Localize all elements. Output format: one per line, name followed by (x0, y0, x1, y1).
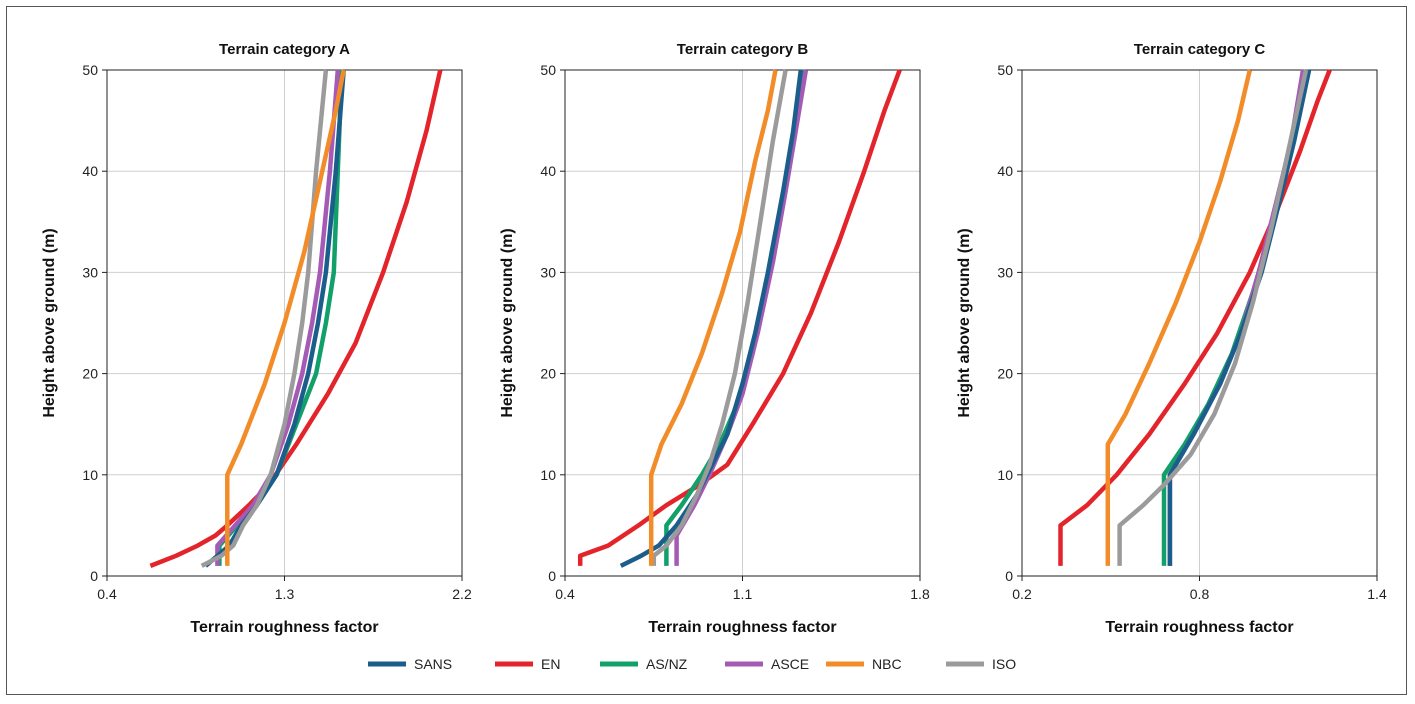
y-tick-label: 0 (1005, 568, 1013, 584)
series-line-asnz (1161, 69, 1312, 566)
x-tick-label: 0.4 (97, 586, 117, 602)
x-tick-label: 1.4 (1367, 586, 1387, 602)
x-tick-label: 1.1 (733, 586, 753, 602)
legend-item-sans: SANS (368, 656, 452, 672)
y-tick-label: 40 (997, 163, 1013, 179)
y-tick-label: 0 (548, 568, 556, 584)
plot-area (106, 69, 463, 577)
y-tick-label: 10 (540, 467, 556, 483)
series-line-asce (1167, 69, 1306, 566)
y-tick-label: 40 (540, 163, 556, 179)
x-axis-label: Terrain roughness factor (190, 619, 378, 636)
y-tick-label: 10 (997, 467, 1013, 483)
y-axis-label: Height above ground (m) (956, 228, 973, 417)
legend-label: ASCE (771, 656, 809, 672)
legend-item-en: EN (495, 656, 560, 672)
legend-label: SANS (414, 656, 452, 672)
y-tick-label: 30 (540, 264, 556, 280)
series-line-nbc (648, 69, 778, 566)
series-line-nbc (225, 69, 346, 566)
y-tick-label: 0 (90, 568, 98, 584)
legend-label: NBC (872, 656, 902, 672)
y-axis-label: Height above ground (m) (41, 228, 58, 417)
y-tick-label: 20 (997, 366, 1013, 382)
y-tick-label: 50 (540, 62, 556, 78)
series-line-iso (651, 69, 788, 566)
legend-label: EN (541, 656, 560, 672)
x-tick-label: 1.8 (910, 586, 930, 602)
legend-item-asnz: AS/NZ (600, 656, 688, 672)
chart-panel-3: 0 10 20 30 40 50 0.2 0.8 1.4 Terrain category C Te… (956, 41, 1387, 636)
y-tick-label: 30 (82, 264, 98, 280)
plot-area (1021, 69, 1378, 577)
y-tick-label: 30 (997, 264, 1013, 280)
figure-frame (6, 6, 1407, 695)
chart-title: Terrain category B (677, 41, 809, 58)
x-tick-label: 0.8 (1190, 586, 1210, 602)
x-tick-label: 2.2 (452, 586, 472, 602)
x-axis-label: Terrain roughness factor (648, 619, 836, 636)
y-tick-label: 50 (82, 62, 98, 78)
series-line-en (1058, 69, 1332, 566)
chart-title: Terrain category C (1134, 41, 1266, 58)
legend-item-nbc: NBC (826, 656, 902, 672)
y-tick-label: 20 (540, 366, 556, 382)
y-tick-label: 10 (82, 467, 98, 483)
legend-label: ISO (992, 656, 1016, 672)
series-line-asnz (217, 69, 344, 566)
legend-item-asce: ASCE (725, 656, 809, 672)
y-tick-label: 40 (82, 163, 98, 179)
series-line-iso (1117, 69, 1309, 566)
plot-area (564, 69, 921, 577)
y-axis-label: Height above ground (m) (499, 228, 516, 417)
x-tick-label: 1.3 (275, 586, 295, 602)
legend: SANS EN AS/NZ ASCE NBC ISO (368, 656, 1016, 672)
y-tick-label: 50 (997, 62, 1013, 78)
x-axis-label: Terrain roughness factor (1105, 619, 1293, 636)
y-tick-label: 20 (82, 366, 98, 382)
chart-panel-1: 0 10 20 30 40 50 0.4 1.3 2.2 Terrain category A Te… (41, 41, 472, 636)
series-line-sans (1167, 69, 1312, 566)
series-line-iso (200, 69, 329, 568)
legend-label: AS/NZ (646, 656, 688, 672)
chart-title: Terrain category A (219, 41, 350, 58)
x-tick-label: 0.2 (1012, 586, 1032, 602)
chart-panel-2: 0 10 20 30 40 50 0.4 1.1 1.8 Terrain category B Te… (499, 41, 930, 636)
series-line-en (149, 69, 443, 568)
x-tick-label: 0.4 (555, 586, 575, 602)
series-line-en (577, 69, 902, 566)
legend-item-iso: ISO (946, 656, 1016, 672)
series-line-nbc (1105, 69, 1252, 566)
series-line-sans (619, 69, 804, 568)
